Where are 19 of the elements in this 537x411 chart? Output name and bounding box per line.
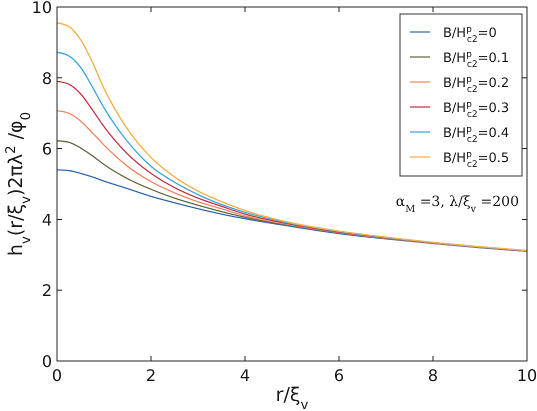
legend-label: B/H$^{p}$$_{c2}$=0.4 (443, 125, 510, 145)
x-tick-label: 8 (428, 366, 438, 385)
legend-label: B/H$^{p}$$_{c2}$=0.1 (443, 50, 510, 70)
legend-label: B/H$^{p}$$_{c2}$=0 (443, 25, 497, 45)
y-tick-label: 10 (32, 0, 52, 17)
y-tick-label: 0 (42, 352, 52, 371)
y-tick-label: 4 (42, 210, 52, 230)
y-tick-label: 8 (42, 68, 52, 88)
annotation: α$_{M}$ =3, λ/ξ$_{v}$ =200 (396, 194, 519, 214)
legend-label: B/H$^{p}$$_{c2}$=0.2 (443, 75, 510, 95)
x-tick-label: 2 (146, 366, 156, 385)
y-tick-label: 2 (42, 281, 52, 300)
x-axis-title: r/ξ$_{v}$ (276, 384, 308, 411)
y-tick-label: 6 (42, 140, 52, 159)
x-tick-label: 4 (240, 366, 250, 385)
legend-label: B/H$^{p}$$_{c2}$=0.5 (443, 150, 510, 170)
legend-label: B/H$^{p}$$_{c2}$=0.3 (443, 100, 510, 120)
x-tick-label: 6 (334, 366, 344, 385)
x-tick-label: 10 (516, 366, 537, 385)
